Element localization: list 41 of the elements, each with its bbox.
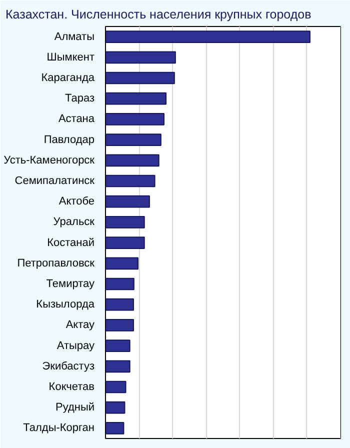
y-tick-label: Павлодар	[44, 134, 94, 146]
y-tick-label: Шымкент	[46, 51, 94, 64]
y-tick-label: Талды-Корган	[23, 422, 95, 434]
bar	[106, 195, 150, 208]
bar	[106, 113, 164, 126]
bar	[106, 30, 310, 43]
bar	[106, 422, 124, 434]
bar	[106, 236, 145, 249]
y-tick-label: Астана	[58, 113, 96, 126]
y-tick-label: Петропавловск	[17, 257, 95, 270]
bar	[106, 298, 134, 311]
y-tick-label: Уральск	[53, 216, 95, 228]
bar	[106, 319, 134, 332]
bar	[106, 380, 126, 394]
bar	[106, 257, 139, 270]
bar	[106, 92, 167, 105]
y-tick-label: Атырау	[56, 340, 95, 352]
y-tick-label: Караганда	[41, 72, 96, 84]
y-tick-label: Кокчетав	[48, 381, 95, 393]
bar	[106, 278, 134, 290]
y-tick-label: Усть-Каменогорск	[4, 154, 95, 166]
bar	[106, 340, 130, 352]
y-tick-label: Семипалатинск	[14, 175, 95, 187]
bar	[106, 360, 130, 373]
y-tick-label: Рудный	[55, 402, 94, 414]
y-tick-label: Костанай	[47, 236, 95, 249]
y-tick-label: Актау	[66, 319, 95, 332]
y-tick-label: Тараз	[65, 92, 94, 105]
y-tick-label: Экибастуз	[42, 360, 94, 372]
bar	[106, 216, 145, 228]
chart-title: Казахстан. Численность населения крупных городов	[6, 8, 312, 22]
bar	[106, 134, 162, 146]
bar	[106, 401, 126, 414]
y-tick-label: Кызылорда	[36, 298, 96, 311]
bar	[106, 154, 160, 167]
bar	[106, 174, 156, 188]
y-tick-label: Алматы	[54, 30, 95, 43]
bar	[106, 72, 175, 84]
y-tick-label: Темиртау	[46, 278, 95, 290]
bar	[106, 51, 176, 64]
y-tick-label: Актобе	[58, 196, 95, 208]
